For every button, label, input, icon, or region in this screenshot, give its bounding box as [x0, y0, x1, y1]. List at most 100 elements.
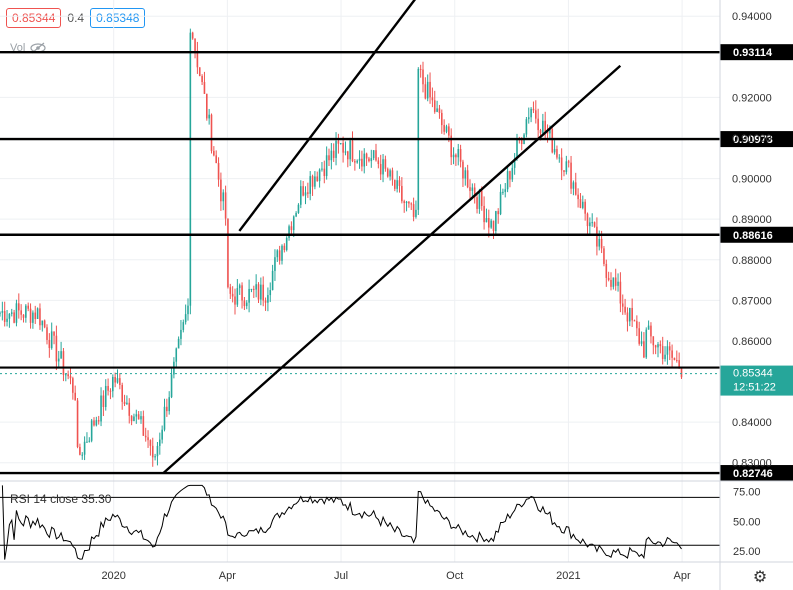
candle-body — [337, 140, 340, 144]
buy-price-button[interactable]: 0.85348 — [90, 8, 146, 28]
candle-body — [97, 420, 100, 422]
candle-body — [250, 288, 253, 290]
candle-body — [72, 378, 74, 393]
candle-body — [231, 293, 234, 297]
candle-body — [574, 182, 577, 195]
rsi-length: 14 — [33, 492, 47, 506]
candle-body — [342, 143, 344, 153]
candle-body — [560, 157, 563, 171]
x-tick-label: Jul — [334, 570, 348, 582]
candle-body — [520, 139, 523, 144]
gear-icon[interactable]: ⚙ — [752, 569, 768, 586]
candle-body — [589, 222, 591, 227]
candle-body — [593, 222, 596, 227]
candle-body — [379, 163, 382, 175]
candle-body — [450, 135, 452, 158]
candle-body — [220, 179, 222, 202]
candle-body — [504, 189, 507, 192]
candle-body — [527, 117, 530, 120]
candle-body — [3, 311, 6, 322]
candle-body — [624, 306, 626, 313]
candle-body — [419, 68, 422, 70]
candle-body — [457, 149, 460, 158]
candle-body — [133, 416, 135, 422]
candle-body — [257, 284, 260, 300]
candle-body — [339, 143, 342, 145]
candle-body — [671, 350, 673, 358]
candle-body — [433, 100, 436, 112]
candle-body — [619, 281, 622, 304]
candle-body — [650, 325, 652, 337]
candle-body — [323, 168, 326, 177]
rsi-legend[interactable]: RSI 14 close 35.30 — [10, 492, 111, 506]
candle-body — [478, 190, 481, 209]
candle-body — [495, 211, 497, 232]
candle-body — [137, 414, 140, 420]
candle-body — [43, 320, 46, 328]
candle-body — [424, 84, 427, 99]
candle-body — [530, 108, 532, 118]
candle-body — [67, 374, 69, 377]
candle-body — [283, 245, 286, 250]
sell-price-button[interactable]: 0.85344 — [6, 8, 62, 28]
candle-body — [591, 222, 593, 224]
candle-body — [492, 220, 495, 232]
candle-body — [144, 435, 147, 438]
candle-body — [307, 192, 309, 194]
candle-body — [107, 385, 109, 391]
candle-body — [274, 257, 276, 271]
candle-body — [300, 186, 302, 205]
candle-body — [222, 192, 225, 202]
candle-body — [290, 226, 293, 231]
candle-body — [126, 402, 128, 404]
candle-body — [79, 446, 81, 455]
candle-body — [645, 329, 648, 358]
candle-body — [391, 170, 394, 180]
y-tick-label: 0.84000 — [732, 417, 772, 429]
candle-body — [614, 277, 617, 286]
spread-value: 0.4 — [67, 11, 85, 25]
candle-body — [156, 445, 159, 457]
candle-body — [154, 456, 156, 458]
candle-body — [104, 385, 107, 407]
candle-body — [281, 245, 283, 261]
candle-body — [506, 171, 509, 190]
candle-body — [321, 168, 323, 170]
level-label: 0.82746 — [733, 468, 773, 480]
candle-body — [271, 270, 274, 291]
rsi-tick-label: 75.00 — [733, 486, 761, 498]
candle-body — [285, 237, 288, 250]
candle-body — [394, 179, 396, 189]
candle-body — [32, 312, 34, 323]
candle-body — [464, 170, 467, 179]
candle-body — [469, 187, 471, 191]
current-price-label-bg — [720, 365, 793, 396]
trend-channel — [162, 0, 622, 474]
candle-body — [227, 218, 229, 288]
candle-body — [636, 321, 638, 329]
candle-body — [483, 205, 485, 223]
candle-body — [302, 186, 304, 196]
candle-body — [582, 201, 584, 208]
candle-body — [396, 180, 398, 189]
candle-body — [278, 250, 281, 261]
candle-body — [647, 325, 650, 330]
candle-body — [445, 126, 448, 132]
candle-body — [633, 320, 636, 322]
candle-body — [25, 305, 27, 318]
candle-body — [210, 114, 213, 151]
candle-body — [638, 328, 640, 344]
candle-body — [570, 162, 572, 189]
candle-body — [18, 303, 20, 311]
x-tick-label: Oct — [446, 570, 463, 582]
candle-body — [168, 397, 170, 412]
grid — [0, 0, 720, 562]
candle-body — [48, 339, 51, 349]
y-tick-label: 0.94000 — [732, 11, 772, 23]
candle-body — [502, 191, 504, 193]
candle-body — [121, 384, 123, 402]
rsi-name: RSI — [10, 492, 31, 506]
price-toolbar: 0.85344 0.4 0.85348 — [6, 8, 146, 28]
candle-body — [163, 406, 166, 430]
